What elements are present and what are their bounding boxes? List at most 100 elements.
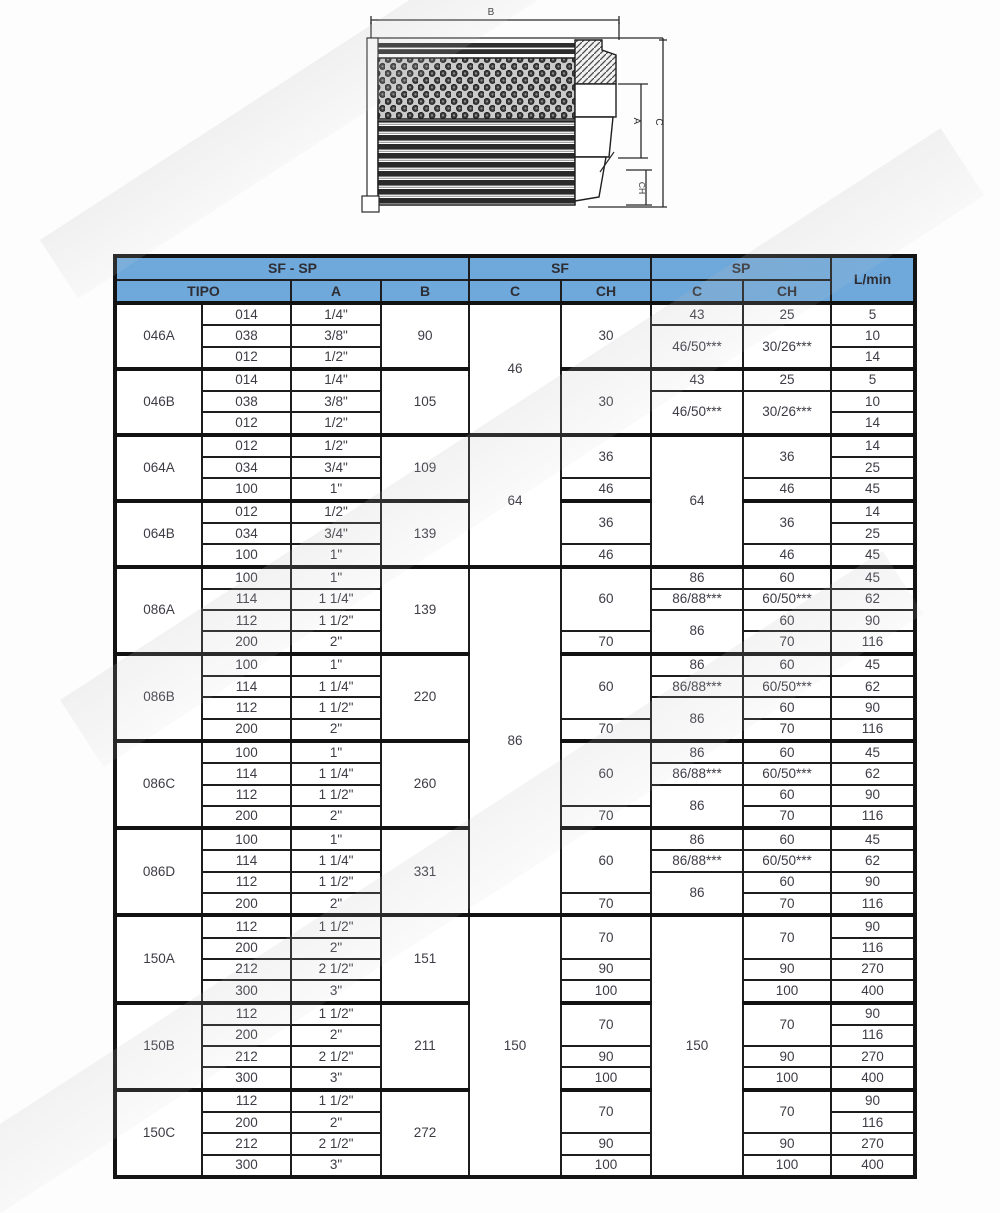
table-cell: 90 bbox=[742, 957, 833, 982]
header-cell: SF bbox=[468, 255, 653, 281]
table-row: 200 2" 70 70 116 bbox=[115, 717, 917, 742]
table-row: 300 3" 100 100 400 bbox=[115, 1153, 917, 1178]
table-cell: 70 bbox=[560, 913, 653, 960]
table-cell: 3/8" bbox=[290, 390, 382, 414]
table-cell: 012 bbox=[201, 345, 292, 370]
table-cell: 1 1/2" bbox=[290, 870, 382, 895]
table-row: 212 2 1/2" 90 90 270 bbox=[115, 1045, 917, 1069]
hex-collar bbox=[574, 116, 614, 158]
table-cell: 90 bbox=[830, 609, 917, 633]
bottom-foot bbox=[361, 195, 380, 213]
table-row: 046B 014 1/4" 105 30 43 25 5 bbox=[114, 366, 917, 436]
table-cell: 046A bbox=[114, 301, 203, 370]
table-row: 086A 100 1" 139 86 60 86 60 45 bbox=[114, 564, 917, 917]
header-cell: L/min bbox=[830, 255, 917, 304]
table-cell: 400 bbox=[830, 1066, 917, 1091]
table-cell: 86 bbox=[650, 783, 745, 830]
table-cell: 86 bbox=[650, 564, 745, 590]
header-cell: C bbox=[468, 279, 563, 305]
table-row: 100 1" 46 46 45 bbox=[115, 477, 917, 502]
table-cell: 70 bbox=[560, 1000, 653, 1048]
lower-collar bbox=[574, 156, 607, 202]
table-cell: 2 1/2" bbox=[290, 957, 382, 982]
table-cell: 30 bbox=[560, 366, 653, 436]
table-cell: 60 bbox=[742, 564, 833, 590]
table-cell: 100 bbox=[560, 979, 653, 1004]
table-cell: 70 bbox=[560, 804, 653, 830]
table-row: 114 1 1/4" 86/88*** 60/50*** 62 bbox=[115, 675, 917, 699]
table-cell: 30/26*** bbox=[742, 390, 833, 436]
table-cell: 150A bbox=[114, 913, 203, 1004]
filter-body bbox=[361, 37, 663, 213]
header-cell: SF - SP bbox=[113, 255, 471, 281]
table-cell: 116 bbox=[830, 936, 917, 960]
header-cell: A bbox=[290, 279, 382, 305]
table-cell: 114 bbox=[201, 675, 292, 699]
dimension-ch bbox=[626, 169, 652, 206]
dim-label-a: A bbox=[631, 118, 642, 125]
table-cell: 86/88*** bbox=[650, 587, 745, 612]
table-cell: 64 bbox=[650, 432, 745, 568]
table-cell: 86 bbox=[650, 870, 745, 917]
table-cell: 62 bbox=[830, 675, 917, 699]
table-cell: 114 bbox=[201, 587, 292, 612]
header-cell: CH bbox=[560, 279, 653, 305]
header-cell: B bbox=[379, 279, 471, 305]
table-row: 200 2" 70 70 116 bbox=[115, 892, 917, 917]
table-cell: 1 1/2" bbox=[290, 1087, 382, 1113]
table-cell: 2" bbox=[290, 804, 382, 830]
table-row: 112 1 1/2" 86 60 90 bbox=[115, 609, 917, 655]
table-cell: 86 bbox=[650, 609, 745, 655]
table-row: 086C 100 1" 260 60 86 60 45 bbox=[114, 738, 917, 830]
table-cell: 70 bbox=[742, 892, 833, 917]
table-cell: 1 1/4" bbox=[290, 587, 382, 612]
table-row: 114 1 1/4" 86/88*** 60/50*** 62 bbox=[115, 587, 917, 612]
table-cell: 70 bbox=[742, 1000, 833, 1048]
table-cell: 1/2" bbox=[290, 345, 382, 370]
table-cell: 1 1/4" bbox=[290, 675, 382, 699]
table-cell: 90 bbox=[830, 696, 917, 720]
table-cell: 60/50*** bbox=[742, 762, 833, 786]
table-cell: 14 bbox=[830, 432, 917, 459]
table-cell: 90 bbox=[830, 913, 917, 939]
table-cell: 150B bbox=[114, 1000, 203, 1091]
table-row: 114 1 1/4" 86/88*** 60/50*** 62 bbox=[115, 762, 917, 786]
table-cell: 3" bbox=[290, 979, 382, 1004]
table-cell: 1 1/2" bbox=[290, 913, 382, 939]
table-cell: 46/50*** bbox=[650, 390, 745, 436]
table-cell: 046B bbox=[114, 366, 203, 436]
table-cell: 034 bbox=[201, 456, 292, 480]
table-cell: 60 bbox=[560, 826, 653, 895]
table-cell: 1" bbox=[290, 651, 382, 678]
table-cell: 200 bbox=[201, 1110, 292, 1135]
table-cell: 86 bbox=[650, 651, 745, 678]
table-cell: 1/2" bbox=[290, 498, 382, 524]
table-cell: 112 bbox=[201, 609, 292, 633]
table-cell: 116 bbox=[830, 804, 917, 830]
header-cell: TIPO bbox=[114, 279, 292, 305]
table-cell: 86 bbox=[650, 826, 745, 852]
table-row: 200 2" 70 70 116 bbox=[115, 804, 917, 830]
table-cell: 64 bbox=[468, 432, 563, 568]
table-cell: 46 bbox=[560, 543, 653, 568]
table-row: 114 1 1/4" 86/88*** 60/50*** 62 bbox=[115, 849, 917, 873]
table-row: 034 3/4" 25 bbox=[115, 456, 917, 480]
table-cell: 60 bbox=[742, 738, 833, 765]
table-cell: 100 bbox=[201, 477, 292, 502]
table-cell: 46 bbox=[560, 477, 653, 502]
table-cell: 90 bbox=[742, 1132, 833, 1156]
mesh-section bbox=[377, 57, 576, 120]
table-cell: 14 bbox=[830, 498, 917, 524]
table-cell: 086C bbox=[114, 738, 203, 830]
table-cell: 1 1/4" bbox=[290, 762, 382, 786]
table-cell: 30 bbox=[560, 301, 653, 370]
table-cell: 100 bbox=[201, 826, 292, 852]
dimension-a bbox=[618, 83, 648, 159]
table-cell: 038 bbox=[201, 390, 292, 414]
table-cell: 46 bbox=[468, 301, 563, 436]
threaded-boss bbox=[574, 39, 617, 85]
table-cell: 086B bbox=[114, 651, 203, 742]
table-cell: 2" bbox=[290, 717, 382, 742]
table-cell: 60 bbox=[742, 696, 833, 720]
table-cell: 1/4" bbox=[290, 366, 382, 393]
